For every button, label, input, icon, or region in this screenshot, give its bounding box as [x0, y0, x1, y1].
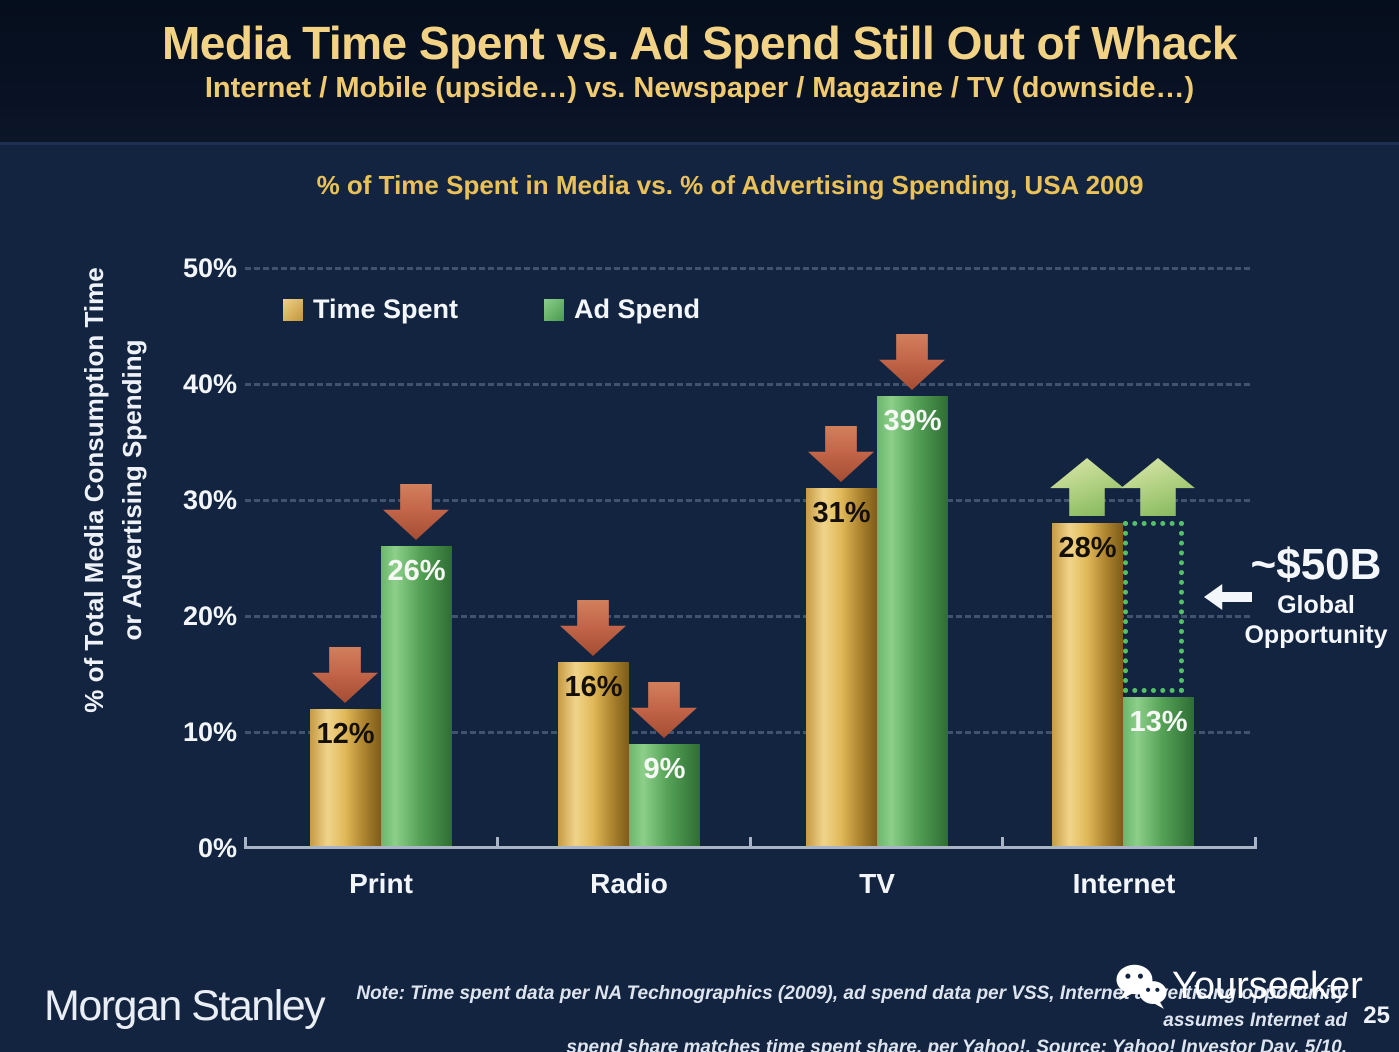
legend-label-ad-spend: Ad Spend [574, 294, 701, 324]
bar-tv-time-spent: 31% [806, 488, 877, 848]
ytick-0: 0% [197, 833, 237, 863]
opportunity-label-line1: Global [1277, 591, 1355, 619]
time-spent-swatch-icon [283, 298, 303, 321]
slide-header: Media Time Spent vs. Ad Spend Still Out … [0, 0, 1399, 145]
x-axis-tick [244, 837, 247, 849]
bar-print-time-spent: 12% [310, 709, 381, 848]
y-axis-title-line2: or Advertising Spending [117, 339, 147, 641]
opportunity-dashed-box [1123, 521, 1184, 693]
x-axis-tick [496, 837, 499, 849]
page-number: 25 [1363, 1002, 1390, 1029]
bar-label-print-ad-spend: 26% [387, 555, 446, 587]
xlabel-tv: TV [859, 868, 895, 899]
xlabel-internet: Internet [1072, 868, 1176, 899]
bar-label-internet-time-spent: 28% [1058, 532, 1117, 564]
bar-label-tv-time-spent: 31% [812, 497, 871, 529]
ytick-20: 20% [182, 601, 237, 631]
legend-item-ad-spend: Ad Spend [544, 294, 700, 325]
gridline-10 [245, 731, 1250, 734]
watermark-text: Yourseeker [1172, 964, 1363, 1007]
y-axis-title: % of Total Media Consumption Time or Adv… [75, 145, 155, 835]
ytick-30: 30% [182, 485, 237, 515]
up-arrow-icon-internet-time [1050, 458, 1124, 516]
gridline-50 [245, 267, 1250, 270]
bar-print-ad-spend: 26% [381, 546, 452, 848]
ytick-40: 40% [182, 369, 237, 399]
legend: Time Spent Ad Spend [283, 294, 700, 325]
down-arrow-icon-print-time [312, 647, 378, 703]
down-arrow-icon-tv-ad [879, 334, 945, 390]
wechat-icon [1116, 964, 1167, 1009]
opportunity-label-line2: Opportunity [1244, 621, 1388, 649]
bar-label-tv-ad-spend: 39% [883, 405, 942, 437]
x-axis-tick [1254, 837, 1257, 849]
bar-tv-ad-spend: 39% [877, 396, 948, 848]
gridline-20 [245, 615, 1250, 618]
source-note: Note: Time spent data per NA Technograph… [287, 980, 1347, 1052]
bar-radio-time-spent: 16% [558, 662, 629, 848]
xlabel-radio: Radio [590, 868, 668, 899]
watermark: Yourseeker [1112, 962, 1363, 1010]
chart-title: % of Time Spent in Media vs. % of Advert… [316, 170, 1144, 200]
page-title: Media Time Spent vs. Ad Spend Still Out … [161, 17, 1238, 69]
up-arrow-icon-internet-ad [1121, 458, 1195, 516]
legend-item-time-spent: Time Spent [283, 294, 458, 325]
xlabel-print: Print [349, 868, 413, 899]
morgan-stanley-logo: Morgan Stanley [44, 982, 326, 1030]
legend-label-time-spent: Time Spent [313, 294, 459, 324]
bar-label-internet-ad-spend: 13% [1129, 706, 1188, 738]
down-arrow-icon-tv-time [808, 426, 874, 482]
down-arrow-icon-print-ad [383, 484, 449, 540]
page-subtitle: Internet / Mobile (upside…) vs. Newspape… [204, 72, 1195, 104]
gridline-40 [245, 383, 1250, 386]
gridline-30 [245, 499, 1250, 502]
x-axis-tick [749, 837, 752, 849]
bar-label-print-time-spent: 12% [316, 718, 375, 750]
ytick-50: 50% [182, 253, 237, 283]
bar-radio-ad-spend: 9% [629, 744, 700, 848]
ad-spend-swatch-icon [544, 298, 565, 321]
ytick-10: 10% [182, 717, 237, 747]
bar-internet-time-spent: 28% [1052, 523, 1123, 848]
down-arrow-icon-radio-ad [631, 682, 697, 738]
bar-label-radio-ad-spend: 9% [643, 753, 686, 785]
y-axis-title-line1: % of Total Media Consumption Time [79, 267, 109, 713]
down-arrow-icon-radio-time [560, 600, 626, 656]
bar-internet-ad-spend: 13% [1123, 697, 1194, 848]
source-note-line2: spend share matches time spent share, pe… [566, 1037, 1347, 1052]
opportunity-annotation: ~$50B Global Opportunity [1216, 540, 1399, 650]
source-note-line1: Note: Time spent data per NA Technograph… [356, 983, 1347, 1031]
x-axis-tick [1001, 837, 1004, 849]
bar-label-radio-time-spent: 16% [564, 671, 623, 703]
opportunity-value: ~$50B [1250, 540, 1382, 589]
